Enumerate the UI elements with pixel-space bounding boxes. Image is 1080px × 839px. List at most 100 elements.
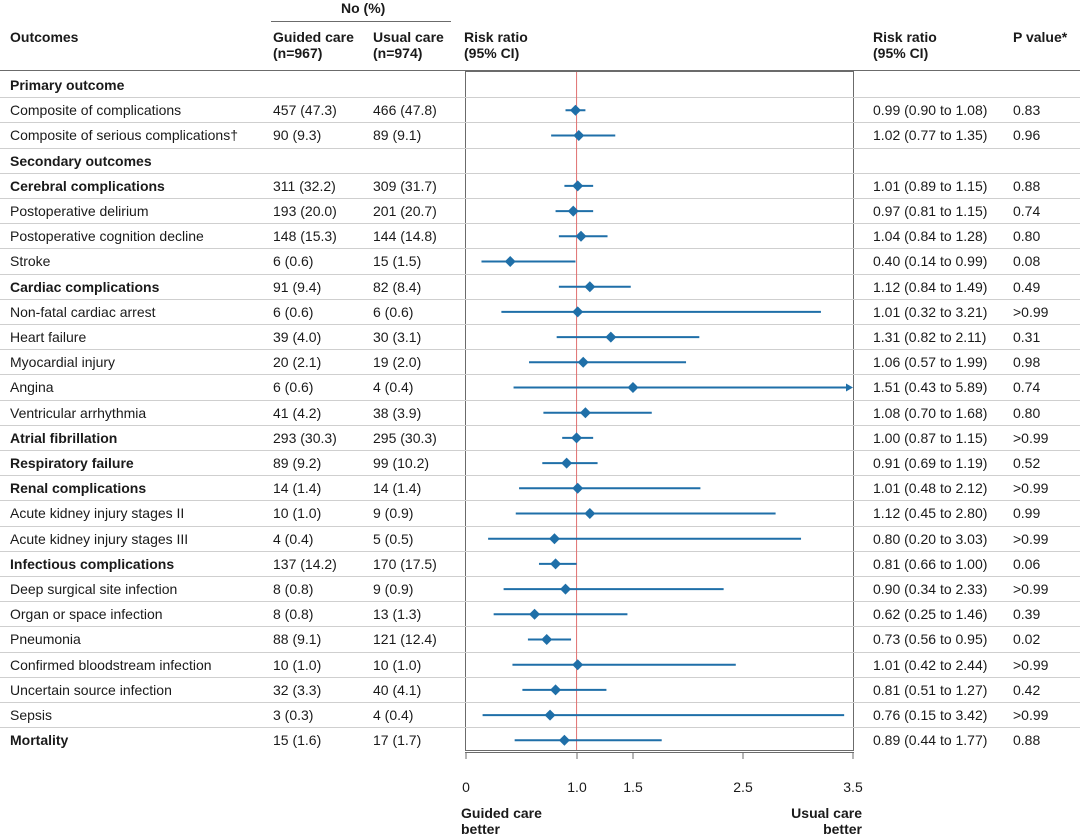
outcome-label: Renal complications (10, 480, 147, 497)
p-value: 0.96 (1013, 127, 1041, 144)
usual-care-count: 6 (0.6) (373, 303, 414, 320)
guided-care-count: 41 (4.2) (273, 404, 322, 421)
guided-care-better-line1: Guided care (461, 805, 542, 821)
p-value: >0.99 (1013, 530, 1049, 547)
risk-ratio-column-header: Risk ratio (95% CI) (873, 29, 937, 61)
row-divider (0, 198, 1080, 199)
point-estimate-diamond (627, 382, 639, 393)
point-estimate-diamond (567, 205, 579, 217)
risk-ratio-text: 1.31 (0.82 to 2.11) (873, 329, 987, 345)
row-divider (0, 324, 1080, 325)
usual-care-count: 144 (14.8) (373, 228, 437, 245)
outcome-label: Atrial fibrillation (10, 429, 118, 446)
outcome-label: Acute kidney injury stages II (10, 505, 185, 522)
usual-care-count: 309 (31.7) (373, 177, 437, 194)
p-value: 0.52 (1013, 455, 1041, 471)
guided-care-count: 10 (1.0) (273, 505, 322, 522)
x-tick-label: 2.5 (733, 779, 753, 795)
outcome-label: Non-fatal cardiac arrest (10, 303, 156, 320)
usual-care-header: Usual care (n=974) (373, 29, 444, 61)
usual-care-count: 9 (0.9) (373, 505, 414, 522)
row-divider (0, 274, 1080, 275)
guided-care-count: 311 (32.2) (273, 177, 336, 194)
guided-care-count: 91 (9.4) (273, 278, 322, 295)
guided-care-count: 90 (9.3) (273, 127, 322, 144)
risk-ratio-text: 1.01 (0.42 to 2.44) (873, 656, 988, 673)
guided-care-better-line2: better (461, 821, 500, 837)
point-estimate-diamond (573, 130, 585, 141)
outcome-label: Deep surgical site infection (10, 581, 178, 597)
point-estimate-diamond (572, 659, 584, 671)
ci-arrow (846, 383, 853, 392)
outcome-label: Cerebral complications (10, 177, 165, 194)
usual-care-count: 4 (0.4) (373, 379, 414, 396)
guided-care-count: 6 (0.6) (273, 253, 314, 270)
guided-care-count: 293 (30.3) (273, 429, 337, 446)
usual-care-count: 14 (1.4) (373, 480, 422, 497)
point-estimate-diamond (544, 709, 556, 721)
guided-care-count: 32 (3.3) (273, 681, 322, 698)
outcome-label: Angina (10, 379, 54, 396)
outcome-label: Mortality (10, 732, 69, 749)
usual-care-count: 121 (12.4) (373, 631, 437, 648)
guided-care-count: 6 (0.6) (273, 303, 314, 320)
row-divider (0, 450, 1080, 451)
p-value: >0.99 (1013, 707, 1049, 723)
p-value: 0.88 (1013, 177, 1041, 194)
row-divider (0, 727, 1080, 728)
guided-care-header-line2: (n=967) (273, 45, 323, 61)
p-value: >0.99 (1013, 303, 1049, 320)
usual-care-count: 9 (0.9) (373, 581, 414, 597)
p-value: >0.99 (1013, 581, 1049, 597)
p-value: 0.83 (1013, 102, 1041, 119)
row-divider (0, 349, 1080, 350)
risk-ratio-text: 0.62 (0.25 to 1.46) (873, 606, 988, 623)
risk-ratio-text: 1.06 (0.57 to 1.99) (873, 354, 988, 371)
outcome-label: Cardiac complications (10, 278, 160, 295)
risk-ratio-text: 0.76 (0.15 to 3.42) (873, 707, 988, 723)
outcome-label: Postoperative cognition decline (10, 228, 204, 245)
row-divider (0, 173, 1080, 174)
no-pct-underline (271, 21, 451, 22)
section-heading: Primary outcome (10, 77, 125, 93)
row-divider (0, 374, 1080, 375)
risk-ratio-text: 0.99 (0.90 to 1.08) (873, 102, 988, 119)
usual-care-count: 15 (1.5) (373, 253, 422, 270)
guided-care-count: 15 (1.6) (273, 732, 322, 749)
point-estimate-diamond (541, 634, 553, 645)
row-divider (0, 425, 1080, 426)
p-value: >0.99 (1013, 429, 1049, 446)
x-tick-label: 0 (462, 779, 470, 795)
guided-care-count: 137 (14.2) (273, 555, 337, 572)
row-divider (0, 677, 1080, 678)
risk-ratio-text: 1.04 (0.84 to 1.28) (873, 228, 988, 245)
usual-care-count: 466 (47.8) (373, 102, 437, 119)
point-estimate-diamond (560, 583, 572, 595)
risk-ratio-column-header-line2: (95% CI) (873, 45, 929, 61)
point-estimate-diamond (584, 508, 596, 519)
risk-ratio-text: 0.97 (0.81 to 1.15) (873, 203, 988, 219)
guided-care-count: 88 (9.1) (273, 631, 322, 648)
p-value: 0.99 (1013, 505, 1041, 522)
usual-care-count: 295 (30.3) (373, 429, 437, 446)
outcome-label: Heart failure (10, 329, 87, 345)
x-tick-label: 3.5 (843, 779, 863, 795)
point-estimate-diamond (504, 256, 516, 267)
row-divider (0, 526, 1080, 527)
row-divider (0, 652, 1080, 653)
row-divider (0, 248, 1080, 249)
outcome-label: Respiratory failure (10, 455, 134, 471)
row-divider (0, 148, 1080, 149)
point-estimate-diamond (529, 608, 541, 620)
risk-ratio-text: 0.90 (0.34 to 2.33) (873, 581, 988, 597)
usual-care-count: 82 (8.4) (373, 278, 422, 295)
guided-care-header-line1: Guided care (273, 29, 354, 45)
p-value: 0.06 (1013, 555, 1041, 572)
p-value: 0.98 (1013, 354, 1041, 371)
guided-care-count: 8 (0.8) (273, 581, 314, 597)
outcome-label: Confirmed bloodstream infection (10, 656, 212, 673)
row-divider (0, 475, 1080, 476)
guided-care-count: 148 (15.3) (273, 228, 337, 245)
point-estimate-diamond (569, 104, 581, 116)
usual-care-count: 40 (4.1) (373, 681, 422, 698)
